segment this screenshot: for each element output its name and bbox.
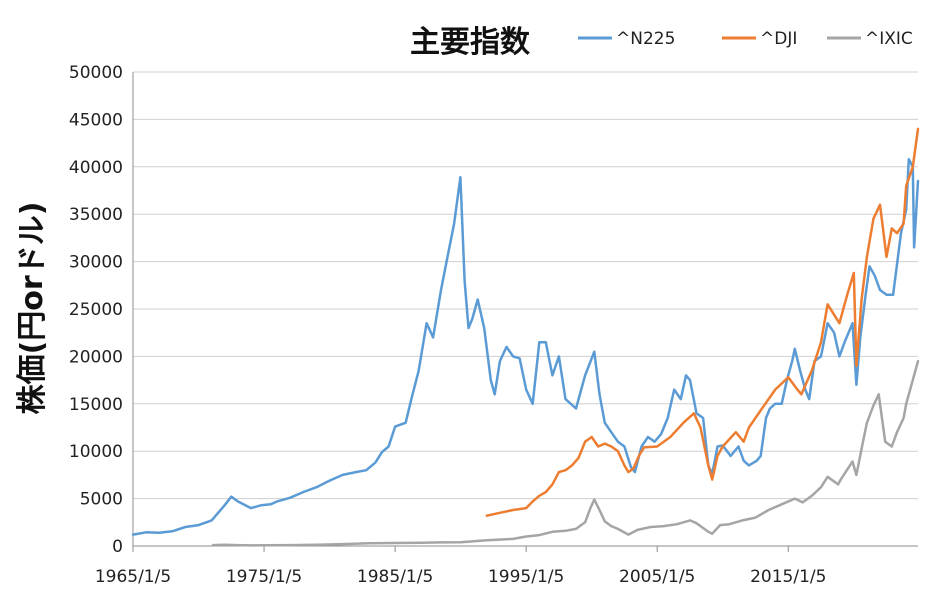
y-tick-label: 30000 xyxy=(69,253,123,273)
legend-label: ^IXIC xyxy=(865,29,913,49)
series-lines xyxy=(131,127,920,547)
y-axis-label: 株価(円orドル) xyxy=(15,202,50,415)
y-tick-label: 25000 xyxy=(69,300,123,320)
legend-label: ^DJI xyxy=(760,29,797,49)
y-tick-label: 45000 xyxy=(69,110,123,130)
y-tick-label: 15000 xyxy=(69,395,123,415)
y-tick-label: 35000 xyxy=(69,205,123,225)
x-tick-label: 1975/1/5 xyxy=(226,567,302,587)
x-tick-labels: 1965/1/5 1975/1/5 1985/1/5 1995/1/5 2005/1/5… xyxy=(95,567,827,587)
y-tick-label: 50000 xyxy=(69,63,123,83)
x-tick-label: 2015/1/5 xyxy=(750,567,826,587)
series-line-ixic xyxy=(211,359,920,547)
x-tick-label: 1985/1/5 xyxy=(357,567,433,587)
y-tick-label: 40000 xyxy=(69,158,123,178)
y-tick-label: 0 xyxy=(112,537,123,557)
y-tick-label: 20000 xyxy=(69,347,123,367)
y-tick-label: 10000 xyxy=(69,442,123,462)
x-tick-label: 1965/1/5 xyxy=(95,567,171,587)
axes xyxy=(132,72,918,552)
x-tick-label: 2005/1/5 xyxy=(619,567,695,587)
chart-title: 主要指数 xyxy=(410,25,531,60)
series-line-n225 xyxy=(131,157,920,536)
series-line-dji xyxy=(485,127,920,517)
legend: ^N225 ^DJI ^IXIC xyxy=(578,29,913,49)
y-tick-label: 5000 xyxy=(80,490,123,510)
gridlines xyxy=(133,71,918,500)
x-tick-label: 1995/1/5 xyxy=(488,567,564,587)
y-tick-labels: 0 5000 10000 15000 20000 25000 30000 35000 40000… xyxy=(69,63,123,557)
legend-label: ^N225 xyxy=(616,29,675,49)
